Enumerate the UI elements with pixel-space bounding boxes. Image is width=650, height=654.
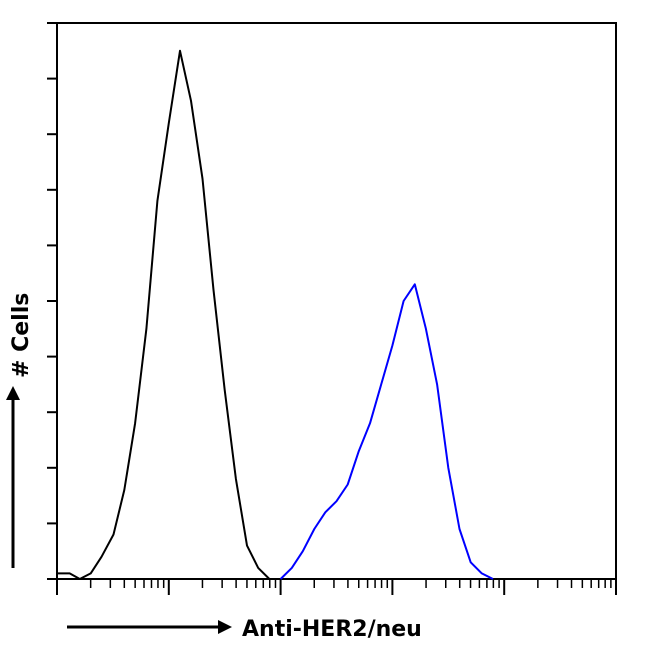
y-axis-label: # Cells [9, 293, 34, 378]
histogram-curve-isotype [57, 49, 281, 580]
series-layer [57, 49, 494, 580]
x-axis-ticks [56, 579, 617, 595]
plot-frame [56, 22, 617, 580]
y-axis-ticks [47, 22, 57, 580]
y-axis-arrow-head [6, 386, 20, 400]
x-axis-label: Anti-HER2/neu [242, 617, 422, 642]
histogram-curve-her2 [279, 283, 494, 580]
x-axis-arrow-head [218, 620, 232, 634]
